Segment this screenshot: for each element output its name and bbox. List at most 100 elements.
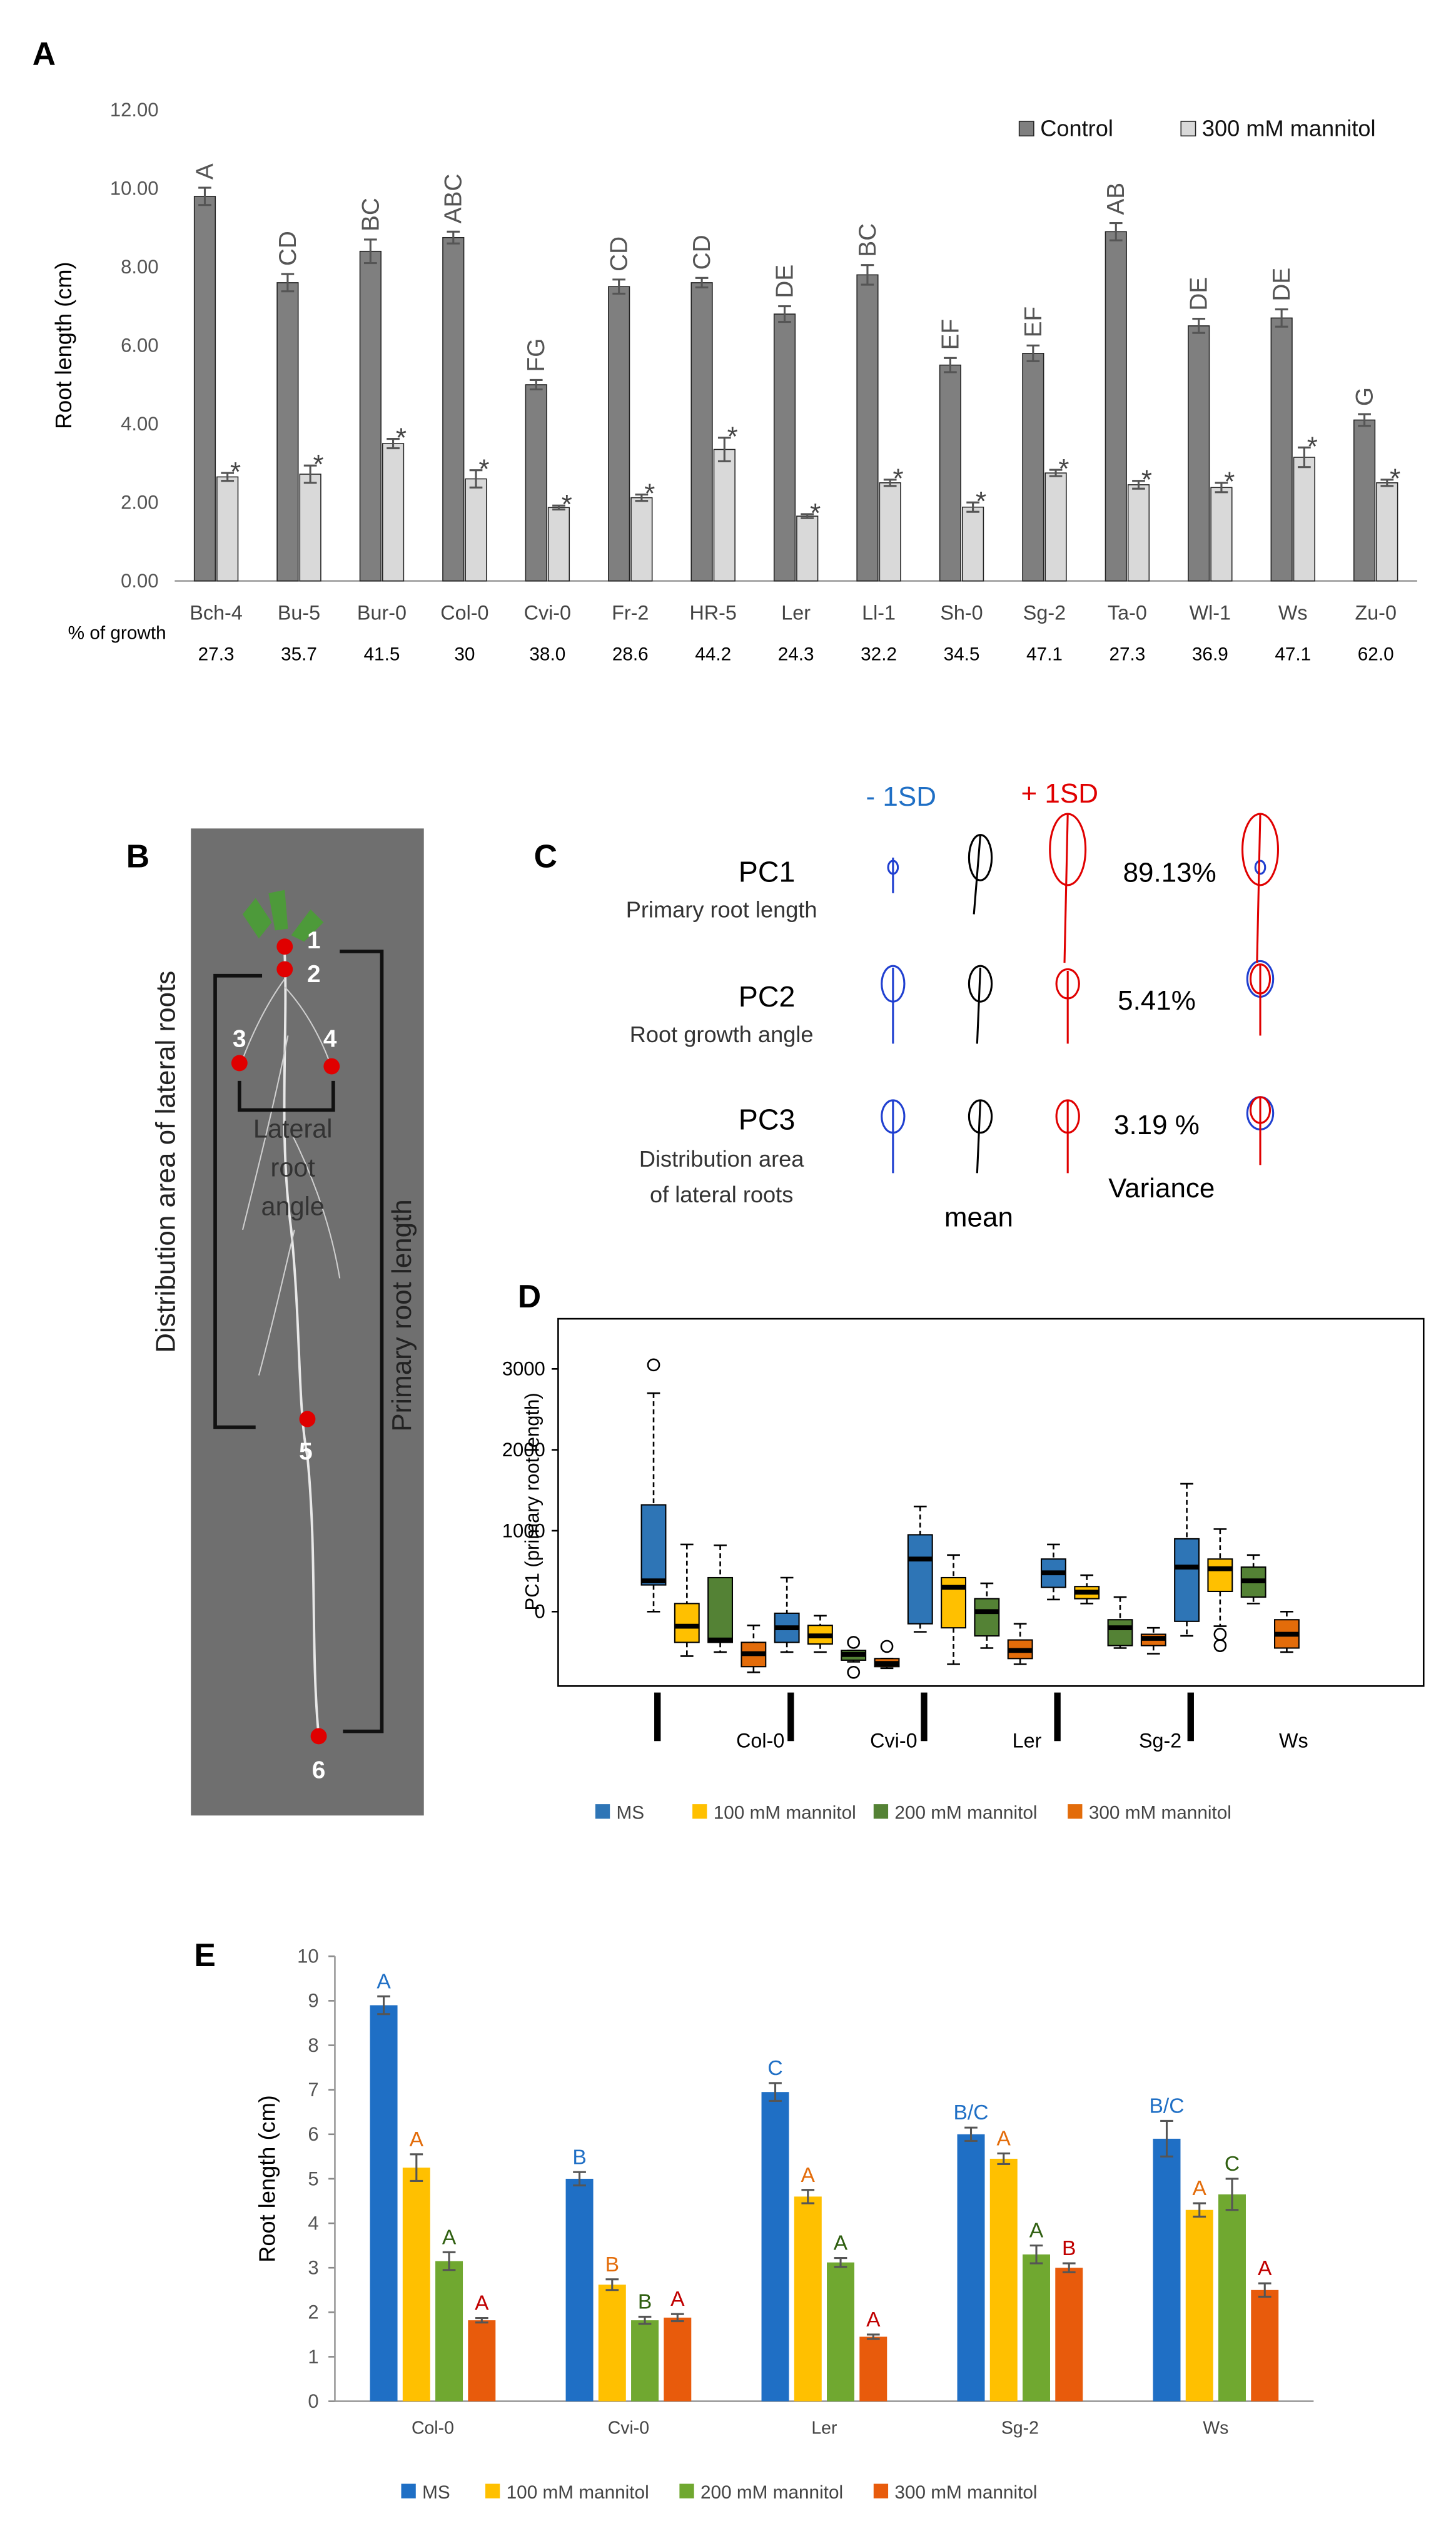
error-bar [1215,482,1228,494]
bar [962,506,984,582]
error-bar [717,437,731,462]
box [907,1505,933,1633]
length-label: Primary root length [387,1199,417,1431]
box [1240,1554,1266,1605]
box [807,1615,833,1653]
error-bar [364,238,377,265]
y-axis-title: Root length (cm) [51,261,76,429]
pc-variance: 3.19 % [1114,1110,1200,1140]
significance-label: B/C [1149,2095,1184,2118]
bar [989,2158,1018,2402]
box-body [974,1598,1000,1637]
significance-label: * [976,486,986,517]
bar [370,2005,398,2402]
significance-label: A [801,2164,816,2187]
landmark [231,1055,248,1072]
error-bar [410,2153,423,2183]
landmark-label: 2 [307,961,321,988]
bar [957,2134,985,2402]
y-tick-label: 7 [308,2079,318,2101]
box [1074,1574,1100,1605]
legend-label: 200 mM mannitol [894,1802,1037,1823]
x-tick-label: Sg-2 [1139,1730,1181,1752]
error-bar [695,276,709,288]
box-body [1107,1619,1133,1646]
y-tick-label: 2.00 [121,492,158,514]
box [941,1554,967,1665]
panel-label: A [33,35,56,71]
significance-label: CD [275,231,301,266]
length-bracket [340,950,384,1733]
significance-label: A [1029,2219,1044,2243]
error-bar [1029,2245,1043,2265]
outlier [1213,1628,1227,1641]
significance-label: B [605,2253,619,2276]
pc-variance: 5.41% [1118,985,1196,1016]
bar [598,2285,626,2402]
leaves [243,890,324,942]
x-tick-label: Sg-2 [1001,2418,1039,2438]
primary-root [283,955,320,1737]
error-bar [834,2256,847,2268]
legend-label: 200 mM mannitol [700,2482,843,2503]
box [707,1544,734,1653]
y-tick-label: 8 [308,2034,318,2056]
significance-label: * [1058,454,1069,484]
box [874,1640,900,1670]
growth-value: 38.0 [529,644,565,664]
outlier [847,1636,861,1649]
photo-background [191,828,424,1816]
significance-label: BC [357,198,384,231]
y-tick-label: 10.00 [110,178,159,200]
x-tick-label: Cvi-0 [524,602,571,624]
growth-value: 35.7 [281,644,317,664]
pc-description: Primary root length [626,897,817,923]
error-bar [966,501,979,513]
error-bar [1193,2202,1206,2218]
significance-label: A [377,1970,391,1993]
error-bar [469,469,483,489]
bar [382,443,405,582]
growth-value: 27.3 [1109,644,1145,664]
x-tick-label: Col-0 [412,2418,454,2438]
bar [796,515,819,582]
variance-label: Variance [1108,1173,1215,1204]
box-body [907,1534,933,1625]
x-tick-label: Bur-0 [357,602,407,624]
significance-label: A [475,2292,489,2315]
bar [794,2196,822,2402]
pc-name: PC3 [739,1103,796,1135]
x-tick-label: Wl-1 [1190,602,1231,624]
significance-label: A [997,2127,1011,2150]
y-tick-label: 1 [308,2346,318,2368]
x-tick-label: Col-0 [736,1730,784,1752]
x-tick-label: Bu-5 [278,602,320,624]
legend-label: 300 mM mannitol [1089,1802,1231,1823]
box [741,1624,767,1673]
bar [1055,2268,1083,2402]
pc-description: Distribution area [639,1146,804,1172]
error-bar [801,2189,815,2204]
error-bar [1380,479,1394,487]
outlier [647,1358,660,1372]
error-bar [529,378,543,391]
error-bar [1026,344,1040,362]
bar [299,474,321,582]
x-tick-label: Ler [811,2418,837,2438]
error-bar [221,472,235,482]
bar [1270,317,1293,582]
bar [773,313,796,582]
y-tick-label: 2 [308,2301,318,2323]
legend-label: 300 mM mannitol [1202,115,1376,141]
significance-label: * [313,449,323,480]
significance-label: AB [1103,183,1130,215]
significance-label: * [893,464,904,494]
y-tick-label: 4 [308,2212,318,2234]
x-tick-label: Bch-4 [190,602,242,624]
bar [525,384,547,582]
landmark [310,1728,327,1745]
significance-label: * [727,422,738,452]
bar [713,449,736,582]
significance-label: * [230,457,241,487]
